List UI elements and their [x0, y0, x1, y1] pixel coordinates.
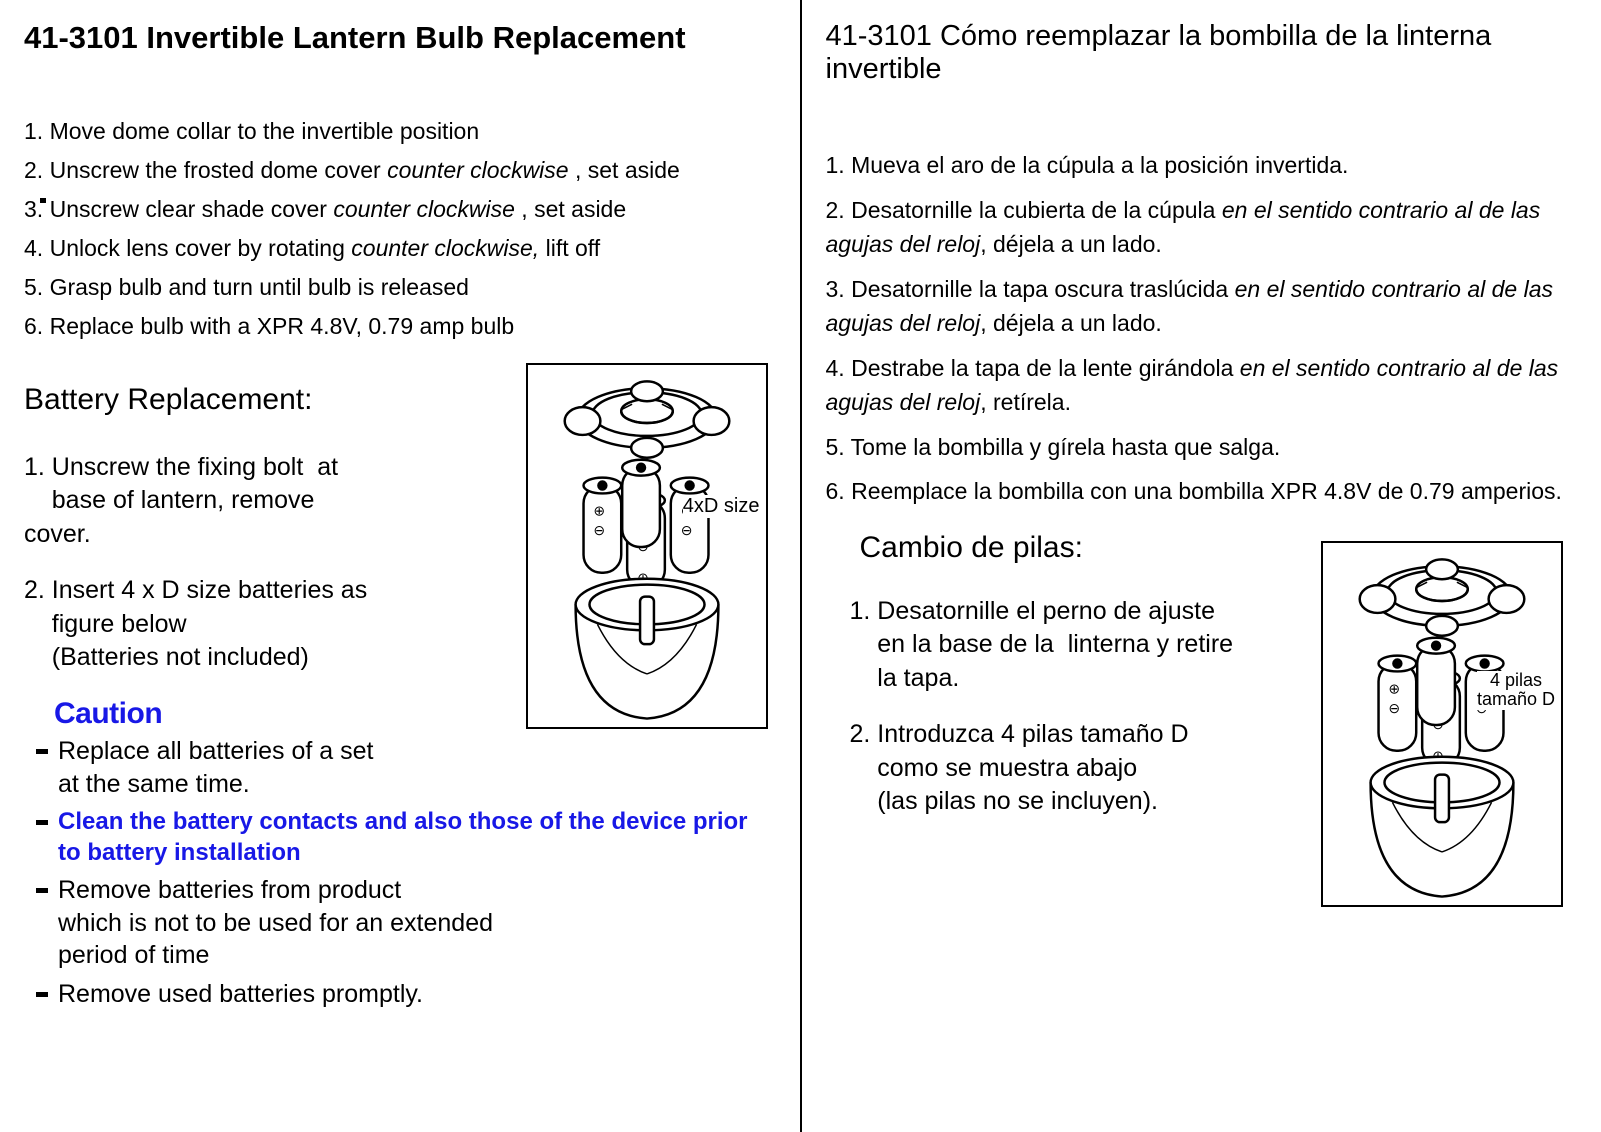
step-2: 2. Unscrew the frosted dome cover counte…: [24, 151, 776, 190]
bulb-steps-es: 1. Mueva el aro de la cúpula a la posici…: [826, 148, 1578, 509]
title-en: 41-3101 Invertible Lantern Bulb Replacem…: [24, 20, 776, 56]
caution-1: Replace all batteries of a setat the sam…: [36, 735, 776, 800]
lantern-diagram-icon: ⊖ ⊕ ⊖ ⊕ ⊖ ⊕: [1323, 543, 1561, 905]
caution-list: Replace all batteries of a setat the sam…: [36, 735, 776, 1010]
step-es-2: 2. Desatornille la cubierta de la cúpula…: [826, 193, 1578, 262]
step-es-4: 4. Destrabe la tapa de la lente girándol…: [826, 351, 1578, 420]
svg-text:⊕: ⊕: [1388, 680, 1400, 696]
svg-text:⊕: ⊕: [593, 502, 605, 518]
lantern-diagram-icon: ⊖ ⊕ ⊖ ⊕ ⊖ ⊕: [528, 365, 766, 727]
battery-diagram-es: ⊖ ⊕ ⊖ ⊕ ⊖ ⊕: [1321, 541, 1563, 907]
svg-text:⊖: ⊖: [680, 522, 692, 538]
step-5: 5. Grasp bulb and turn until bulb is rel…: [24, 268, 776, 307]
battery-step-es-2: 2. Introduzca 4 pilas tamaño D como se m…: [850, 718, 1280, 819]
stray-mark: [40, 198, 46, 203]
step-es-3: 3. Desatornille la tapa oscura traslúcid…: [826, 272, 1578, 341]
diagram-label-en: 4xD size: [683, 495, 760, 518]
svg-text:⊖: ⊖: [593, 522, 605, 538]
battery-step-2: 2. Insert 4 x D size batteries as figure…: [24, 574, 384, 675]
caution-3: Remove batteries from productwhich is no…: [36, 874, 776, 972]
battery-step-1: 1. Unscrew the fixing bolt at base of la…: [24, 451, 384, 552]
caution-2: Clean the battery contacts and also thos…: [36, 806, 776, 868]
step-6: 6. Replace bulb with a XPR 4.8V, 0.79 am…: [24, 307, 776, 346]
svg-text:⊖: ⊖: [1388, 700, 1400, 716]
battery-diagram-en: ⊖ ⊕ ⊖ ⊕ ⊖ ⊕: [526, 363, 768, 729]
step-4: 4. Unlock lens cover by rotating counter…: [24, 229, 776, 268]
step-es-1: 1. Mueva el aro de la cúpula a la posici…: [826, 148, 1578, 183]
bulb-steps-en: 1. Move dome collar to the invertible po…: [24, 112, 776, 347]
step-es-6: 6. Reemplace la bombilla con una bombill…: [826, 474, 1578, 509]
battery-steps-en: 1. Unscrew the fixing bolt at base of la…: [24, 451, 384, 676]
battery-section-es: Cambio de pilas: 1. Desatornille el pern…: [826, 531, 1578, 820]
diagram-label-es: 4 pilastamaño D: [1477, 671, 1555, 711]
battery-steps-es: 1. Desatornille el perno de ajuste en la…: [850, 595, 1280, 820]
step-es-5: 5. Tome la bombilla y gírela hasta que s…: [826, 430, 1578, 465]
column-spanish: 41-3101 Cómo reemplazar la bombilla de l…: [802, 0, 1601, 1132]
title-es: 41-3101 Cómo reemplazar la bombilla de l…: [826, 20, 1578, 86]
battery-step-es-1: 1. Desatornille el perno de ajuste en la…: [850, 595, 1280, 696]
column-english: 41-3101 Invertible Lantern Bulb Replacem…: [0, 0, 802, 1132]
caution-4: Remove used batteries promptly.: [36, 978, 776, 1011]
battery-section-en: Battery Replacement: 1. Unscrew the fixi…: [24, 383, 776, 1011]
step-3: 3. Unscrew clear shade cover counter clo…: [24, 190, 776, 229]
step-1: 1. Move dome collar to the invertible po…: [24, 112, 776, 151]
